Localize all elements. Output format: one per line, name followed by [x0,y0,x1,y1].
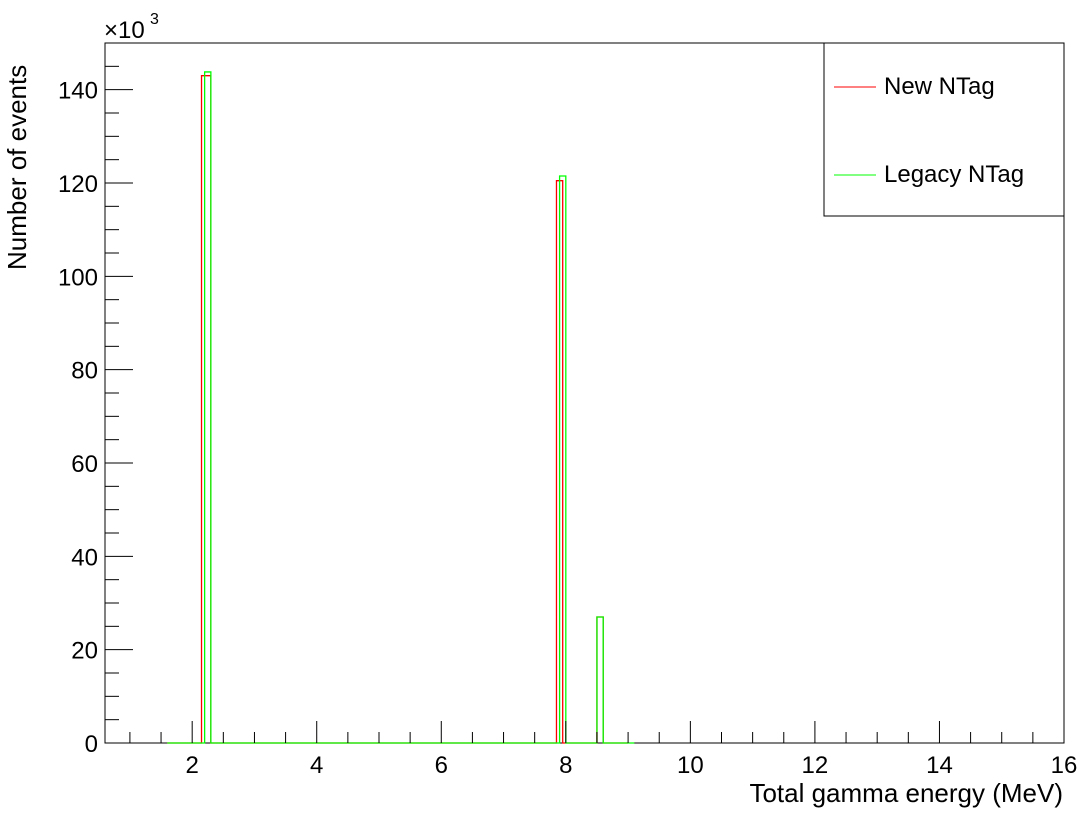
series-layer [167,71,635,744]
y-tick-label: 40 [71,544,98,571]
x-tick-label: 6 [435,752,448,779]
x-tick-label: 16 [1051,752,1078,779]
histogram-bin [205,72,211,743]
x-tick-label: 10 [677,752,704,779]
histogram-bin [597,617,603,743]
x-axis-title: Total gamma energy (MeV) [749,778,1063,808]
x-tick-label: 2 [186,752,199,779]
histogram-bin [202,76,211,743]
x-tick-label: 12 [802,752,829,779]
y-axis-title: Number of events [2,65,32,270]
y-exponent-base: ×10 [104,17,145,44]
legend-label-legacy-ntag: Legacy NTag [884,161,1024,188]
y-tick-label: 100 [58,264,98,291]
y-tick-label: 20 [71,638,98,665]
y-tick-label: 120 [58,171,98,198]
y-tick-label: 140 [58,78,98,105]
y-tick-label: 60 [71,451,98,478]
y-tick-label: 80 [71,358,98,385]
y-exponent-power: 3 [150,11,159,28]
y-tick-label: 0 [85,731,98,758]
x-axis: 2 4 6 8 10 12 14 16 [129,721,1078,779]
x-tick-label: 4 [310,752,323,779]
x-tick-label: 8 [559,752,572,779]
series-legacy-ntag [167,71,635,744]
legend-label-new-ntag: New NTag [884,73,995,100]
x-tick-label: 14 [926,752,953,779]
legend: New NTag Legacy NTag [823,42,1065,217]
y-axis: 0 20 40 60 80 100 120 140 [58,42,133,758]
legend-box [823,42,1065,217]
histogram-bin [597,617,603,743]
